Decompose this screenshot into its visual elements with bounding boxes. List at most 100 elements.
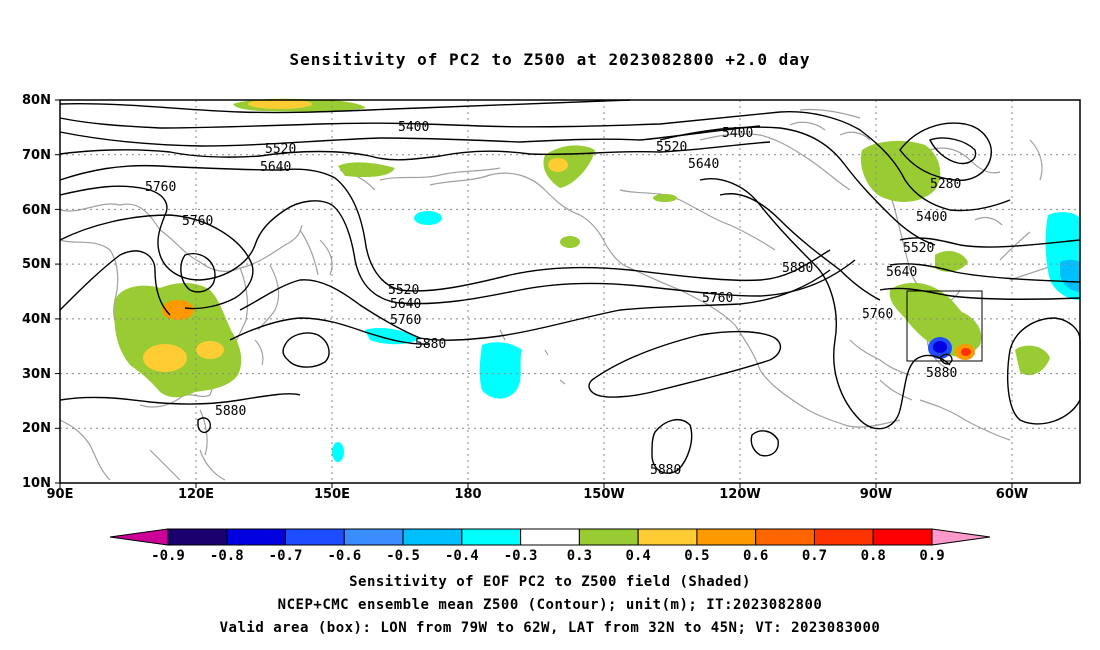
shade-arctic-yellow bbox=[248, 99, 312, 109]
contour-label: 5760 bbox=[862, 307, 893, 322]
contour-label: 5520 bbox=[656, 140, 687, 155]
contour-label: 5520 bbox=[388, 283, 419, 298]
colorbar-label: -0.5 bbox=[386, 548, 420, 564]
colorbar: -0.9 -0.8 -0.7 -0.6 -0.5 -0.4 -0.3 0.3 0.4 0.5 0.6… bbox=[109, 528, 991, 564]
shade-eastcoast-red bbox=[961, 348, 971, 356]
lat-tick-label: 30N bbox=[22, 367, 51, 382]
colorbar-label: 0.3 bbox=[567, 548, 592, 564]
lat-tick-label: 60N bbox=[22, 203, 51, 218]
lat-tick-label: 80N bbox=[22, 93, 51, 108]
colorbar-box bbox=[696, 528, 757, 546]
contour-label: 5760 bbox=[390, 313, 421, 328]
shade-hawaii-cyan bbox=[479, 342, 522, 399]
lon-tick-label: 120W bbox=[719, 487, 760, 502]
shade-atlantic-green bbox=[1015, 345, 1050, 376]
lat-tick-label: 20N bbox=[22, 421, 51, 436]
colorbar-label: 0.8 bbox=[861, 548, 886, 564]
contour-label: 5760 bbox=[145, 180, 176, 195]
contour-label: 5520 bbox=[265, 142, 296, 157]
lon-tick-label: 90W bbox=[860, 487, 892, 502]
shade-eastcoast-green bbox=[889, 282, 982, 357]
colorbar-high-end bbox=[931, 528, 991, 546]
lat-tick-label: 70N bbox=[22, 148, 51, 163]
contour-label: 5400 bbox=[916, 210, 947, 225]
z500-contours bbox=[59, 99, 1081, 474]
colorbar-box bbox=[167, 528, 228, 546]
lon-tick-label: 120E bbox=[178, 487, 214, 502]
colorbar-label: -0.4 bbox=[445, 548, 479, 564]
contour-label: 5880 bbox=[926, 366, 957, 381]
lat-tick-label: 50N bbox=[22, 257, 51, 272]
shade-eastcoast-darkblue bbox=[933, 341, 947, 353]
map-title: Sensitivity of PC2 to Z500 at 2023082800… bbox=[289, 50, 811, 69]
lat-axis: 80N 70N 60N 50N 40N 30N 20N 10N bbox=[22, 93, 51, 491]
shade-east-asia-yellow bbox=[143, 344, 187, 372]
colorbar-label: 0.7 bbox=[802, 548, 827, 564]
shade-east-asia-yellow-2 bbox=[196, 341, 224, 359]
caption-line-3: Valid area (box): LON from 79W to 62W, L… bbox=[219, 620, 881, 636]
colorbar-label: 0.4 bbox=[626, 548, 651, 564]
shade-tropics-cyan bbox=[332, 442, 344, 462]
colorbar-box bbox=[637, 528, 698, 546]
caption-line-1: Sensitivity of EOF PC2 to Z500 field (Sh… bbox=[349, 574, 751, 590]
shade-canada-green bbox=[653, 194, 677, 202]
contour-label: 5280 bbox=[930, 177, 961, 192]
lon-axis: 90E 120E 150E 180 150W 120W 90W 60W bbox=[47, 487, 1029, 502]
contour-label: 5640 bbox=[390, 297, 421, 312]
lon-tick-label: 60W bbox=[996, 487, 1028, 502]
lon-tick-label: 90E bbox=[47, 487, 74, 502]
shade-alaska-yellow bbox=[548, 158, 568, 172]
colorbar-label: -0.6 bbox=[327, 548, 361, 564]
colorbar-box bbox=[461, 528, 522, 546]
contour-label: 5880 bbox=[415, 337, 446, 352]
lon-tick-label: 180 bbox=[454, 487, 481, 502]
shade-east-asia-green bbox=[114, 283, 242, 398]
contour-label: 5400 bbox=[398, 120, 429, 135]
colorbar-low-end bbox=[109, 528, 169, 546]
colorbar-box bbox=[872, 528, 933, 546]
shade-atlantic-lightblue bbox=[1060, 259, 1080, 292]
shade-maritimes-green bbox=[935, 250, 968, 272]
colorbar-label: -0.8 bbox=[210, 548, 244, 564]
contour-label: 5760 bbox=[182, 214, 213, 229]
lat-tick-label: 10N bbox=[22, 476, 51, 491]
shade-siberia-green bbox=[338, 162, 395, 178]
colorbar-box bbox=[343, 528, 404, 546]
colorbar-box bbox=[285, 528, 345, 546]
shade-pacific-cyan bbox=[365, 327, 420, 345]
axis-ticks bbox=[55, 99, 1013, 488]
colorbar-label: 0.6 bbox=[743, 548, 768, 564]
contour-label: 5400 bbox=[722, 126, 753, 141]
colorbar-box bbox=[402, 528, 463, 546]
coastlines bbox=[59, 108, 1056, 481]
contour-label: 5640 bbox=[886, 265, 917, 280]
lon-tick-label: 150E bbox=[314, 487, 350, 502]
colorbar-label: 0.5 bbox=[684, 548, 709, 564]
colorbar-label: -0.9 bbox=[151, 548, 185, 564]
contour-label: 5880 bbox=[215, 404, 246, 419]
shade-alaska-green bbox=[543, 145, 595, 188]
sensitivity-shading bbox=[114, 98, 1080, 462]
colorbar-box bbox=[755, 528, 815, 546]
lon-tick-label: 150W bbox=[583, 487, 624, 502]
contour-label: 5760 bbox=[702, 291, 733, 306]
lat-tick-label: 40N bbox=[22, 312, 51, 327]
colorbar-label: -0.7 bbox=[269, 548, 303, 564]
colorbar-box bbox=[578, 528, 639, 546]
colorbar-label: 0.9 bbox=[919, 548, 944, 564]
colorbar-box bbox=[226, 528, 287, 546]
caption-line-2: NCEP+CMC ensemble mean Z500 (Contour); u… bbox=[277, 597, 823, 613]
contour-label: 5520 bbox=[903, 241, 934, 256]
plot-frame bbox=[59, 99, 1081, 484]
contour-labels: 5400 5520 5640 5760 5760 5520 5640 5760 … bbox=[145, 120, 961, 478]
contour-label: 5880 bbox=[650, 463, 681, 478]
contour-label: 5880 bbox=[782, 261, 813, 276]
valid-area-box bbox=[906, 290, 983, 362]
shade-bering-cyan bbox=[414, 211, 442, 225]
contour-label: 5640 bbox=[260, 160, 291, 175]
colorbar-box bbox=[520, 528, 580, 546]
colorbar-box bbox=[813, 528, 874, 546]
contour-label: 5640 bbox=[688, 157, 719, 172]
shade-gulf-green bbox=[560, 236, 580, 248]
